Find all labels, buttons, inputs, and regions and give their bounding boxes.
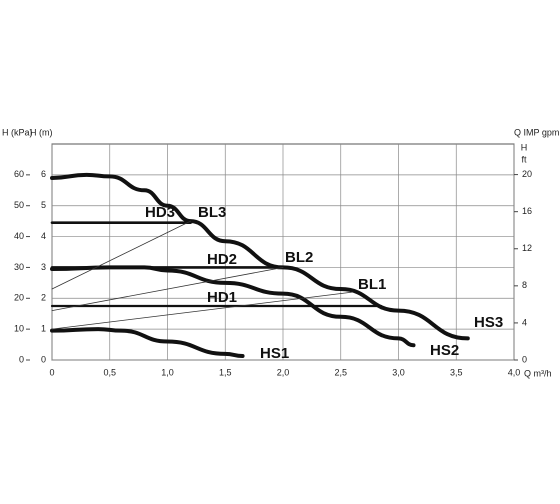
y-kpa-tick-label: 20 [14,293,24,303]
y2-tick-label: 0 [522,354,527,364]
y-tick-label: 3 [41,262,46,272]
curve-label: HS2 [430,342,459,359]
y-tick-label: 5 [41,200,46,210]
y-tick-label: 2 [41,293,46,303]
y2-tick-label: 20 [522,169,532,179]
curve-label: BL1 [358,276,386,293]
y2-tick-label: 16 [522,206,532,216]
y2-unit: ft [521,154,527,164]
curve [51,267,284,312]
y-kpa-title: H (kPa) [2,127,33,137]
y2-tick-label: 12 [522,243,532,253]
y-title: H (m) [30,127,53,137]
x-tick-label: 1,5 [219,367,232,377]
x-tick-label: 3,0 [392,367,405,377]
curve [51,220,191,290]
curve-label: HD3 [145,204,175,221]
x-tick-label: 2,0 [277,367,290,377]
curve [51,291,353,330]
y-kpa-tick-label: 50 [14,200,24,210]
x-tick-label: 0 [49,367,54,377]
y-tick-label: 1 [41,324,46,334]
curve-label: HS1 [260,345,289,362]
y-kpa-tick-label: 0 [19,354,24,364]
x-title: Q m³/h [524,368,552,378]
y-kpa-tick-label: 30 [14,262,24,272]
y-kpa-tick-label: 10 [14,324,24,334]
curve-label: HD2 [207,251,237,268]
y-tick-label: 4 [41,231,46,241]
curve-label: HD1 [207,289,237,306]
x-tick-label: 1,0 [161,367,174,377]
curve [50,172,470,341]
y-tick-label: 0 [41,354,46,364]
curve-label: HS3 [474,314,503,331]
y-tick-label: 6 [41,169,46,179]
y2-title-top: Q IMP gpm [514,127,559,137]
x-tick-label: 0,5 [103,367,116,377]
y-kpa-tick-label: 60 [14,169,24,179]
y-kpa-tick-label: 40 [14,231,24,241]
y2-title: H [521,142,528,152]
x-tick-label: 2,5 [334,367,347,377]
x-tick-label: 3,5 [450,367,463,377]
curve-label: BL3 [198,204,226,221]
y2-tick-label: 4 [522,317,527,327]
curve [50,327,245,358]
y2-tick-label: 8 [522,280,527,290]
curve-label: BL2 [285,249,313,266]
x-tick-label: 4,0 [508,367,521,377]
